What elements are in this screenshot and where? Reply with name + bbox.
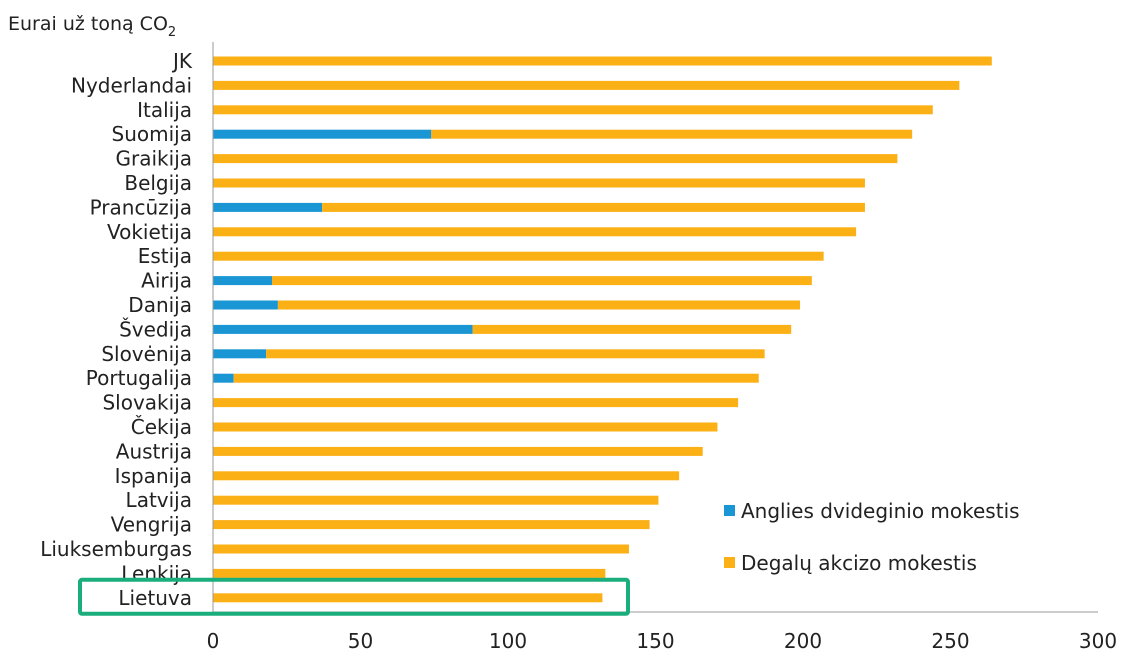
- category-label: Slovėnija: [101, 342, 192, 366]
- y-axis-title-main: Eurai už toną CO: [8, 13, 168, 35]
- category-label: Ispanija: [115, 464, 192, 488]
- x-tick-label: 0: [207, 629, 220, 653]
- category-label: Čekija: [131, 415, 192, 439]
- x-tick-label: 100: [489, 629, 527, 653]
- category-label: Italija: [137, 98, 192, 122]
- category-label: JK: [171, 49, 193, 73]
- category-label: Vokietija: [107, 220, 192, 244]
- category-label: Latvija: [126, 488, 192, 512]
- bar-fuel-excise-17: [213, 471, 680, 481]
- category-label: Vengrija: [111, 513, 192, 537]
- legend-label: Degalų akcizo mokestis: [741, 551, 977, 575]
- category-label: Nyderlandai: [71, 73, 192, 97]
- category-labels: JKNyderlandaiItalijaSuomijaGraikijaBelgi…: [40, 49, 193, 610]
- x-tick-labels: 0 50 100 150 200 250 300: [207, 629, 1117, 653]
- legend-label: Anglies dvideginio mokestis: [741, 499, 1020, 523]
- bar-fuel-excise-22: [213, 593, 603, 603]
- bar-fuel-excise-3: [431, 129, 913, 139]
- bar-fuel-excise-15: [213, 422, 718, 432]
- category-label: Prancūzija: [90, 195, 192, 219]
- bar-fuel-excise-4: [213, 154, 898, 164]
- bar-fuel-excise-0: [213, 56, 992, 66]
- x-tick-label: 50: [348, 629, 373, 653]
- y-axis-title-subscript: 2: [168, 25, 176, 40]
- bar-fuel-excise-6: [322, 202, 865, 212]
- bar-fuel-excise-11: [472, 324, 792, 334]
- category-label: Švedija: [119, 317, 192, 341]
- x-tick-label: 200: [784, 629, 822, 653]
- x-tick-label: 250: [931, 629, 969, 653]
- bar-fuel-excise-13: [233, 373, 759, 383]
- category-label: Liuksemburgas: [40, 537, 192, 561]
- category-label: Lietuva: [118, 586, 192, 610]
- highlight-box: [78, 577, 630, 616]
- bar-carbon-tax-11: [213, 324, 473, 334]
- bar-carbon-tax-3: [213, 129, 432, 139]
- bars-group: [213, 56, 992, 603]
- category-label: Portugalija: [86, 366, 192, 390]
- bar-fuel-excise-9: [272, 276, 812, 286]
- bar-fuel-excise-7: [213, 227, 857, 237]
- x-tick-label: 150: [636, 629, 674, 653]
- bar-fuel-excise-18: [213, 495, 659, 505]
- bar-fuel-excise-20: [213, 544, 629, 554]
- category-label: Danija: [128, 293, 192, 317]
- category-label: Slovakija: [102, 391, 192, 415]
- bar-fuel-excise-1: [213, 80, 960, 90]
- bar-carbon-tax-9: [213, 276, 272, 286]
- bar-carbon-tax-6: [213, 202, 323, 212]
- x-tick-label: 300: [1079, 629, 1117, 653]
- bar-fuel-excise-16: [213, 446, 703, 456]
- bar-carbon-tax-13: [213, 373, 234, 383]
- bar-fuel-excise-14: [213, 398, 739, 408]
- legend: Anglies dvideginio mokestis Degalų akcizo…: [724, 499, 1020, 575]
- category-label: Belgija: [124, 171, 192, 195]
- category-label: Austrija: [116, 439, 192, 463]
- category-label: Graikija: [116, 147, 192, 171]
- category-label: Estija: [138, 244, 192, 268]
- bar-carbon-tax-10: [213, 300, 278, 310]
- bar-fuel-excise-21: [213, 568, 606, 578]
- bar-fuel-excise-2: [213, 105, 933, 115]
- legend-swatch: [724, 557, 735, 568]
- bar-fuel-excise-19: [213, 520, 650, 530]
- y-axis-title: Eurai už toną CO2: [8, 13, 176, 40]
- category-label: Lenkija: [121, 561, 192, 585]
- bar-carbon-tax-12: [213, 349, 267, 359]
- category-label: Airija: [141, 269, 192, 293]
- bar-fuel-excise-8: [213, 251, 824, 261]
- bar-fuel-excise-12: [266, 349, 765, 359]
- category-label: Suomija: [112, 122, 192, 146]
- legend-swatch: [724, 505, 735, 516]
- bar-fuel-excise-5: [213, 178, 865, 188]
- bar-fuel-excise-10: [277, 300, 801, 310]
